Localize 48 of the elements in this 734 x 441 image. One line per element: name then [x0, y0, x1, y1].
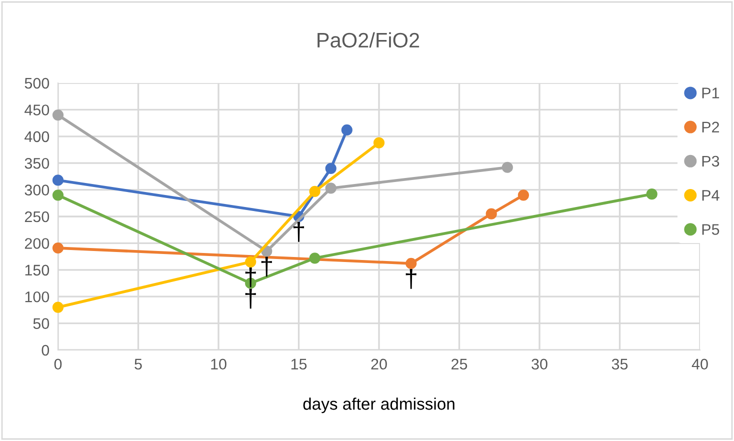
y-tick-label: 0 [42, 344, 50, 356]
annotation: † [245, 288, 256, 309]
y-tick-label: 300 [24, 184, 50, 196]
y-tick-label: 500 [24, 78, 50, 89]
x-tick-label: 20 [371, 358, 387, 370]
y-tick-label: 450 [24, 104, 50, 116]
point [406, 258, 417, 270]
point [325, 162, 336, 174]
legend-label: P2 [702, 122, 720, 132]
annotation: † [293, 222, 304, 242]
x-axis-title: days after admission [303, 398, 454, 414]
point [52, 302, 64, 313]
point [373, 137, 385, 148]
legend-label: P3 [702, 156, 720, 167]
x-tick-label: 40 [692, 358, 708, 370]
y-tick-label: 350 [24, 158, 50, 169]
legend-label: P5 [702, 224, 720, 235]
point [52, 109, 64, 121]
annotation: † [261, 256, 272, 277]
x-tick-label: 30 [532, 358, 548, 370]
chart-title: PaO2/FiO2 [318, 32, 420, 48]
y-tick-label: 200 [24, 238, 50, 249]
point [646, 188, 658, 200]
y-tick-label: 100 [25, 291, 50, 302]
legend-label: P4 [702, 190, 720, 201]
y-tick-label: 150 [25, 264, 50, 276]
point [52, 174, 64, 186]
x-tick-label: 0 [54, 358, 62, 370]
point [52, 190, 64, 201]
point [341, 124, 352, 136]
annotation: † [406, 269, 416, 289]
point [309, 252, 320, 264]
point [518, 190, 530, 201]
x-tick-label: 5 [134, 358, 142, 370]
x-tick-label: 10 [211, 358, 226, 370]
point [486, 208, 497, 220]
point [245, 256, 256, 268]
point [325, 182, 336, 194]
x-tick-label: 15 [291, 358, 307, 370]
y-tick-label: 250 [24, 211, 50, 222]
point [309, 186, 320, 197]
point [502, 162, 513, 173]
point [52, 242, 64, 254]
x-tick-label: 35 [612, 358, 628, 370]
y-tick-label: 50 [33, 318, 50, 329]
legend-label: P1 [702, 88, 720, 98]
x-tick-label: 25 [452, 358, 468, 370]
y-tick-label: 400 [24, 131, 50, 142]
